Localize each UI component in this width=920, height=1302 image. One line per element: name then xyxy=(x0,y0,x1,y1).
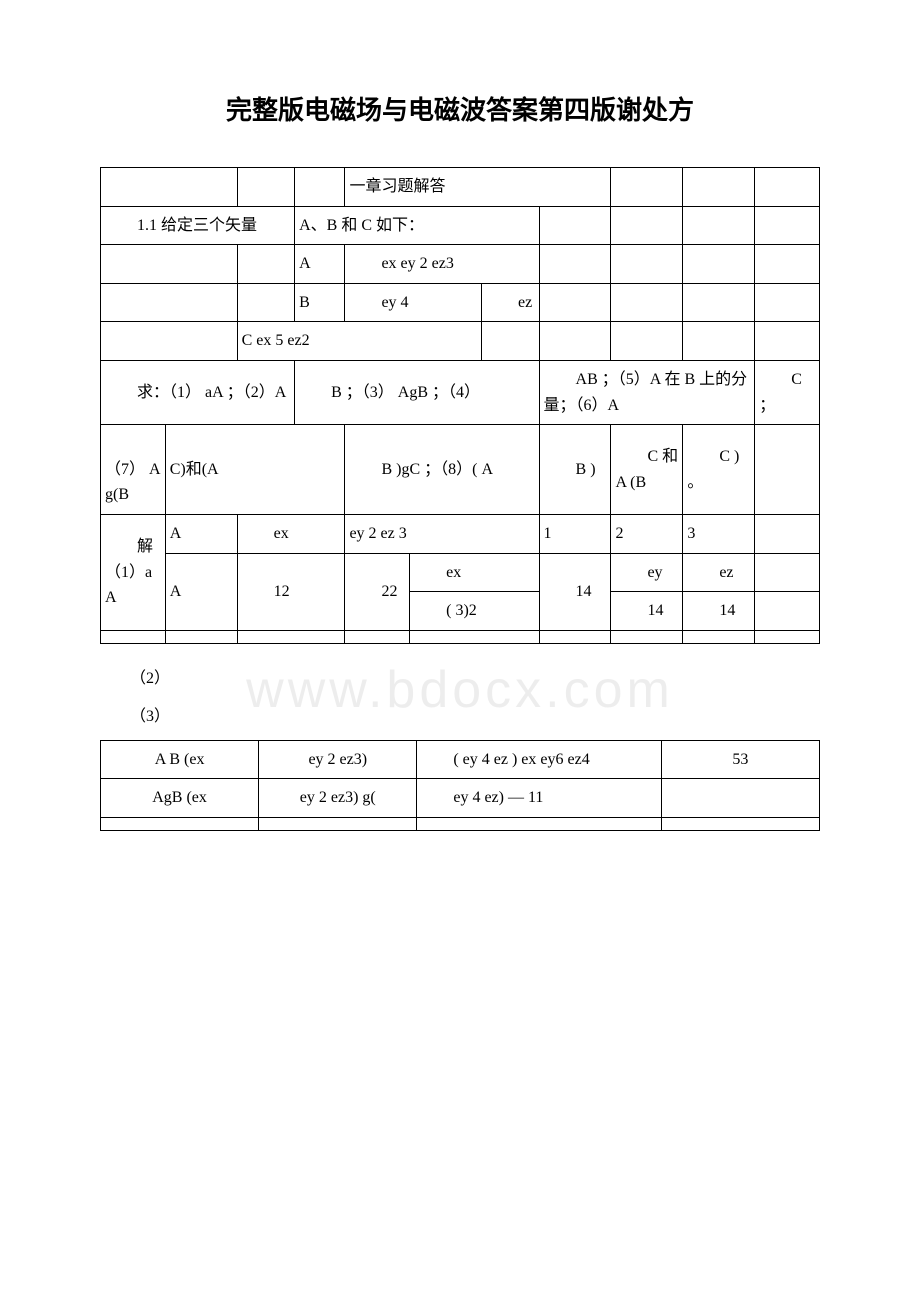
cell: ey 2 ez 3 xyxy=(345,514,539,553)
table-row: 解（1）aA A ex ey 2 ez 3 1 2 3 xyxy=(101,514,820,553)
cell: A B (ex xyxy=(101,740,259,779)
cell: C ex 5 ez2 xyxy=(237,322,481,361)
table-row: A B (ex ey 2 ez3) ( ey 4 ez ) ex ey6 ez4… xyxy=(101,740,820,779)
cell: AB ；（5）A 在 B 上的分量；（6）A xyxy=(539,360,755,424)
cell: 2 xyxy=(611,514,683,553)
cell: 53 xyxy=(661,740,819,779)
cell: ( ey 4 ez ) ex ey6 ez4 xyxy=(417,740,661,779)
table-row: A ex ey 2 ez3 xyxy=(101,245,820,284)
cell: ez xyxy=(683,553,755,592)
table-row xyxy=(101,630,820,643)
cell: ey 2 ez3) xyxy=(259,740,417,779)
table-row: （7） Ag(B C)和(A B )gC ；（8）( A B ) C 和 A (… xyxy=(101,425,820,515)
paragraph: （2） xyxy=(130,664,820,688)
cell xyxy=(661,779,819,818)
cell: 14 xyxy=(539,553,611,630)
cell: ex ey 2 ez3 xyxy=(345,245,539,284)
cell: B ) xyxy=(539,425,611,515)
cell: C ) 。 xyxy=(683,425,755,515)
page-title: 完整版电磁场与电磁波答案第四版谢处方 xyxy=(100,90,820,127)
cell: 12 xyxy=(237,553,345,630)
cell: C)和(A xyxy=(165,425,345,515)
cell: A xyxy=(295,245,345,284)
cell: ey 4 ez) — 11 xyxy=(417,779,661,818)
cell: 求：（1） aA ；（2）A xyxy=(101,360,295,424)
cell: B xyxy=(295,283,345,322)
table-row: A 12 22 ex 14 ey ez xyxy=(101,553,820,592)
cell: ex xyxy=(237,514,345,553)
cell: 一章习题解答 xyxy=(345,168,611,207)
cell: AgB (ex xyxy=(101,779,259,818)
cell: ey 2 ez3) g( xyxy=(259,779,417,818)
table-row: B ey 4 ez xyxy=(101,283,820,322)
cell: ey 4 xyxy=(345,283,482,322)
cell: C ； xyxy=(755,360,820,424)
cell: A、B 和 C 如下： xyxy=(295,206,539,245)
cell: C 和 A (B xyxy=(611,425,683,515)
main-table-2: A B (ex ey 2 ez3) ( ey 4 ez ) ex ey6 ez4… xyxy=(100,740,820,831)
cell: 1.1 给定三个矢量 xyxy=(101,206,295,245)
table-row: C ex 5 ez2 xyxy=(101,322,820,361)
cell: 22 xyxy=(345,553,410,630)
table-row: AgB (ex ey 2 ez3) g( ey 4 ez) — 11 xyxy=(101,779,820,818)
cell: A xyxy=(165,553,237,630)
cell: B ；（3） AgB ；（4） xyxy=(295,360,539,424)
cell: （7） Ag(B xyxy=(101,425,166,515)
paragraph: （3） xyxy=(130,702,820,726)
cell: A xyxy=(165,514,237,553)
cell: B )gC ；（8）( A xyxy=(345,425,539,515)
cell: 1 xyxy=(539,514,611,553)
table-row: 1.1 给定三个矢量 A、B 和 C 如下： xyxy=(101,206,820,245)
main-table-1: 一章习题解答 1.1 给定三个矢量 A、B 和 C 如下： A ex ey 2 … xyxy=(100,167,820,644)
document-content: 完整版电磁场与电磁波答案第四版谢处方 一章习题解答 1.1 给定三个矢量 A、B… xyxy=(100,90,820,831)
table-row: 一章习题解答 xyxy=(101,168,820,207)
cell: 14 xyxy=(611,592,683,631)
table-row xyxy=(101,817,820,830)
cell: ( 3)2 xyxy=(410,592,539,631)
cell: 解（1）aA xyxy=(101,514,166,630)
cell: 3 xyxy=(683,514,755,553)
cell: ey xyxy=(611,553,683,592)
table-row: 求：（1） aA ；（2）A B ；（3） AgB ；（4） AB ；（5）A … xyxy=(101,360,820,424)
cell: ez xyxy=(482,283,540,322)
cell: 14 xyxy=(683,592,755,631)
cell: ex xyxy=(410,553,539,592)
